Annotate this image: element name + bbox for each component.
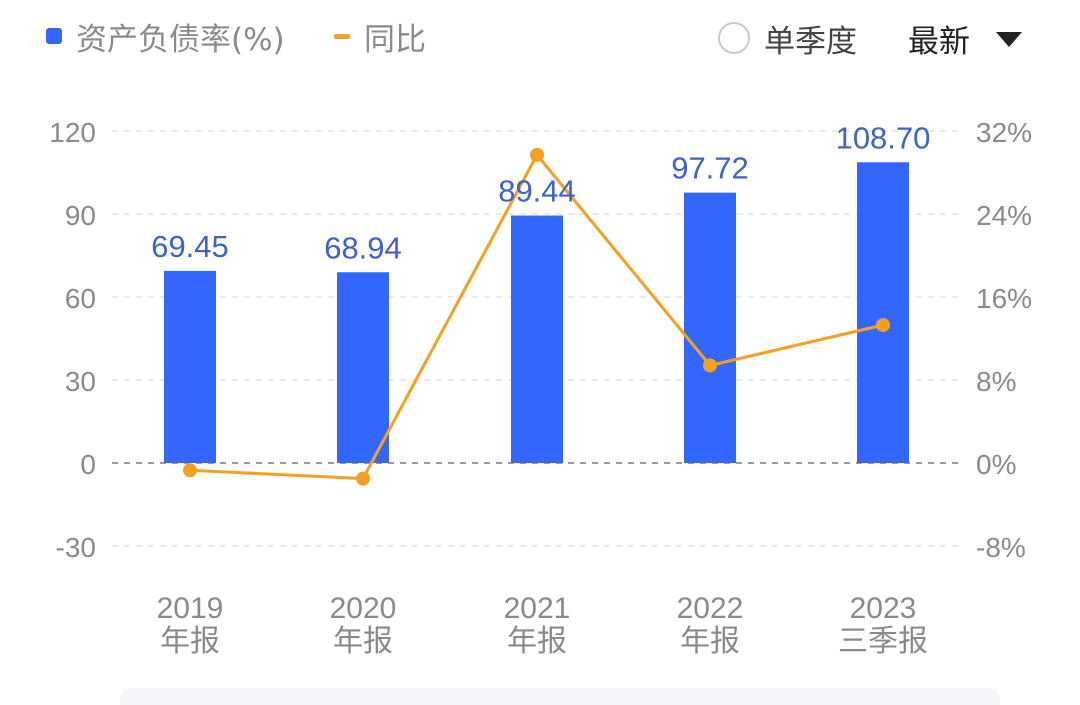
bottom-panel-edge bbox=[120, 688, 1000, 705]
legend-line[interactable]: 同比 bbox=[334, 14, 426, 58]
line-point bbox=[703, 358, 717, 373]
x-axis-label-period: 年报 bbox=[160, 625, 220, 658]
x-axis-label-year: 2021 bbox=[504, 592, 571, 625]
bar bbox=[857, 162, 909, 463]
right-axis-tick-label: 16% bbox=[976, 283, 1032, 314]
legend-bar[interactable]: 资产负债率(%) bbox=[46, 14, 285, 58]
radio-circle-icon[interactable] bbox=[718, 22, 750, 54]
bar-data-label: 89.44 bbox=[498, 174, 576, 209]
caret-down-icon bbox=[996, 31, 1022, 47]
legend-line-label: 同比 bbox=[364, 21, 426, 58]
x-axis-label-period: 年报 bbox=[680, 625, 740, 658]
line-point bbox=[876, 318, 890, 333]
period-select-value: 最新 bbox=[908, 23, 970, 60]
line-point bbox=[356, 471, 370, 486]
left-axis-tick-label: -30 bbox=[56, 532, 96, 563]
left-axis-tick-label: 60 bbox=[65, 283, 96, 314]
left-axis-tick-label: 0 bbox=[80, 449, 96, 480]
bar-data-label: 68.94 bbox=[324, 230, 402, 265]
bar bbox=[684, 192, 736, 463]
right-axis-tick-label: 32% bbox=[976, 117, 1032, 148]
left-axis-tick-label: 120 bbox=[49, 117, 96, 148]
single-quarter-toggle[interactable]: 单季度 bbox=[718, 18, 857, 60]
x-axis-label-period: 年报 bbox=[333, 625, 393, 658]
bar-data-label: 69.45 bbox=[151, 229, 229, 264]
legend-bar-label: 资产负债率(%) bbox=[76, 21, 285, 58]
x-axis-label-year: 2019 bbox=[157, 592, 224, 625]
right-axis-tick-label: -8% bbox=[976, 532, 1026, 563]
bar bbox=[164, 270, 216, 463]
x-axis-label-period: 年报 bbox=[507, 625, 567, 658]
right-axis-tick-label: 8% bbox=[976, 366, 1016, 397]
chart-header: 资产负债率(%) 同比 单季度 最新 bbox=[0, 0, 1080, 80]
left-axis-tick-label: 90 bbox=[65, 200, 96, 231]
line-point bbox=[183, 463, 197, 478]
period-select[interactable]: 最新 bbox=[908, 16, 1022, 60]
line-point bbox=[530, 147, 544, 162]
right-axis-tick-label: 0% bbox=[976, 449, 1016, 480]
bar bbox=[511, 215, 563, 463]
single-quarter-label: 单季度 bbox=[764, 23, 857, 60]
bar bbox=[337, 272, 389, 463]
bar-data-label: 108.70 bbox=[836, 120, 931, 155]
x-axis-label-year: 2022 bbox=[677, 592, 744, 625]
x-axis-label-year: 2023 bbox=[850, 592, 917, 625]
chart-plot: 120 90 60 30 0 -30 32% 24% 16% 8% 0% -8% 69.45 68.94 8… bbox=[49, 117, 1032, 658]
x-axis-label-year: 2020 bbox=[330, 592, 397, 625]
bar-data-label: 97.72 bbox=[671, 151, 749, 186]
right-axis-tick-label: 24% bbox=[976, 200, 1032, 231]
left-axis-tick-label: 30 bbox=[65, 366, 96, 397]
x-axis-label-period: 三季报 bbox=[838, 625, 928, 658]
legend-line-swatch bbox=[334, 33, 350, 39]
legend-bar-swatch bbox=[46, 28, 62, 44]
